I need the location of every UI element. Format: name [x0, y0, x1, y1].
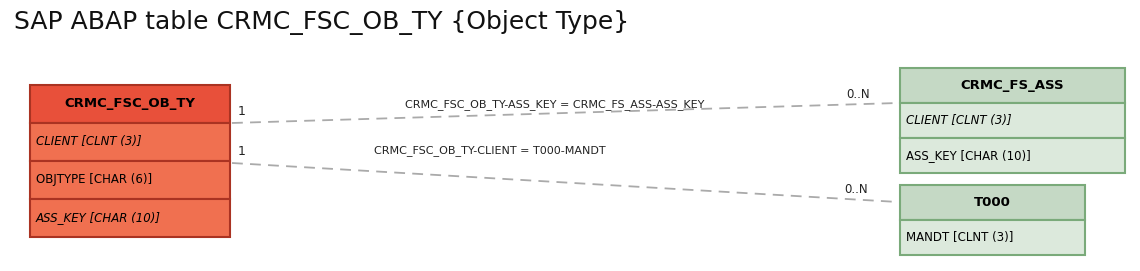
- Text: 1: 1: [238, 145, 246, 158]
- Text: ASS_KEY [CHAR (10)]: ASS_KEY [CHAR (10)]: [36, 211, 161, 224]
- Bar: [30, 123, 230, 161]
- Text: CRMC_FSC_OB_TY: CRMC_FSC_OB_TY: [65, 98, 195, 111]
- Text: CLIENT [CLNT (3)]: CLIENT [CLNT (3)]: [36, 136, 141, 149]
- Text: OBJTYPE [CHAR (6)]: OBJTYPE [CHAR (6)]: [36, 173, 152, 186]
- Text: MANDT [CLNT (3)]: MANDT [CLNT (3)]: [906, 231, 1013, 244]
- Bar: [30, 199, 230, 237]
- Text: CRMC_FSC_OB_TY-CLIENT = T000-MANDT: CRMC_FSC_OB_TY-CLIENT = T000-MANDT: [374, 145, 605, 156]
- Text: CLIENT [CLNT (3)]: CLIENT [CLNT (3)]: [906, 114, 1011, 127]
- Bar: [30, 161, 230, 199]
- Text: SAP ABAP table CRMC_FSC_OB_TY {Object Type}: SAP ABAP table CRMC_FSC_OB_TY {Object Ty…: [14, 10, 629, 35]
- Text: T000: T000: [974, 196, 1011, 209]
- Bar: [899, 220, 1085, 255]
- Text: 1: 1: [238, 105, 246, 118]
- Text: CRMC_FSC_OB_TY-ASS_KEY = CRMC_FS_ASS-ASS_KEY: CRMC_FSC_OB_TY-ASS_KEY = CRMC_FS_ASS-ASS…: [406, 99, 705, 110]
- Text: ASS_KEY [CHAR (10)]: ASS_KEY [CHAR (10)]: [906, 149, 1031, 162]
- Bar: [899, 68, 1125, 103]
- Text: 0..N: 0..N: [845, 183, 868, 196]
- Bar: [899, 138, 1125, 173]
- Bar: [899, 185, 1085, 220]
- Text: 0..N: 0..N: [846, 88, 870, 101]
- Bar: [899, 103, 1125, 138]
- Bar: [30, 85, 230, 123]
- Text: CRMC_FS_ASS: CRMC_FS_ASS: [961, 79, 1065, 92]
